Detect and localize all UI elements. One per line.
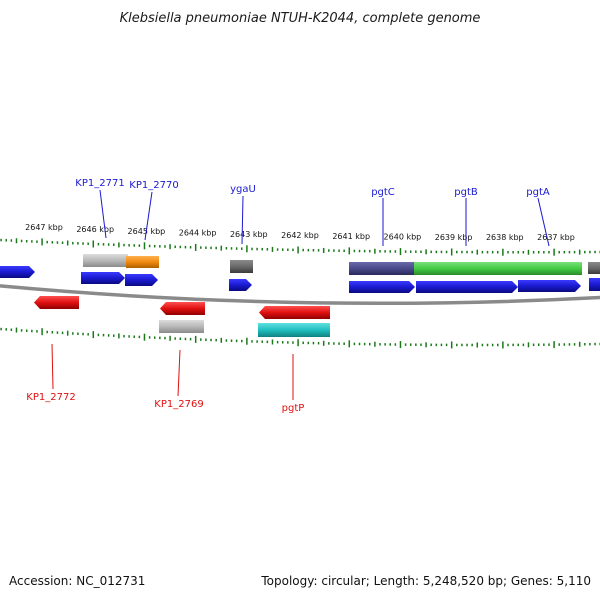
genome-backbone (0, 284, 600, 306)
ruler-label: 2646 kbp (76, 225, 114, 234)
feature-block-dark-grey-edge[interactable] (588, 262, 600, 274)
gene-arrow-forward[interactable] (125, 274, 158, 286)
feature-block-purple[interactable] (349, 262, 416, 275)
gene-label-kp1-2770[interactable]: KP1_2770 (129, 180, 178, 191)
ruler-label: 2642 kbp (281, 231, 319, 240)
gene-arrow-forward[interactable] (518, 280, 581, 292)
forward-gene-track (0, 266, 600, 293)
ruler-label: 2641 kbp (332, 232, 370, 241)
gene-label-kp1-2769[interactable]: KP1_2769 (154, 399, 203, 410)
gene-label-pgtp[interactable]: pgtP (282, 403, 305, 414)
feature-block-green[interactable] (414, 262, 582, 275)
map-title: Klebsiella pneumoniae NTUH-K2044, comple… (120, 11, 481, 26)
gene-arrow-reverse[interactable] (34, 296, 79, 309)
gene-arrow-forward[interactable] (0, 266, 35, 278)
accession-text: Accession: NC_012731 (9, 574, 146, 588)
ruler-label: 2639 kbp (435, 233, 473, 242)
ruler-label: 2640 kbp (384, 233, 422, 242)
feature-block-grey-lower[interactable] (159, 320, 204, 333)
ruler-label: 2638 kbp (486, 233, 524, 242)
reverse-gene-track (34, 296, 330, 337)
ruler-label: 2647 kbp (25, 223, 63, 232)
gene-label-pgtc[interactable]: pgtC (371, 187, 395, 198)
ruler-labels: 2647 kbp 2646 kbp 2645 kbp 2644 kbp 2643 kbp… (25, 223, 575, 242)
gene-label-ygau[interactable]: ygaU (230, 184, 256, 195)
gene-label-pgtb[interactable]: pgtB (454, 187, 478, 198)
genome-summary-text: Topology: circular; Length: 5,248,520 bp… (261, 574, 591, 588)
feature-track-upper (83, 254, 600, 275)
ruler-label: 2643 kbp (230, 230, 268, 239)
ruler-label: 2644 kbp (179, 228, 217, 237)
outer-tick-track (0, 238, 600, 256)
gene-arrow-forward[interactable] (81, 272, 125, 284)
gene-label-pgta[interactable]: pgtA (526, 187, 550, 198)
gene-arrow-reverse[interactable] (259, 306, 330, 319)
ruler-label: 2637 kbp (537, 233, 575, 242)
inner-tick-track (0, 327, 600, 349)
feature-block-grey[interactable] (83, 254, 128, 267)
gene-arrow-forward[interactable] (229, 279, 252, 291)
gene-arrow-forward[interactable] (589, 278, 600, 291)
gene-arrow-forward[interactable] (416, 281, 518, 293)
gene-callouts: KP1_2771 KP1_2770 ygaU pgtC pgtB pgtA KP… (26, 178, 550, 414)
gene-arrow-forward[interactable] (349, 281, 415, 293)
gene-arrow-reverse[interactable] (160, 302, 205, 315)
gene-label-kp1-2772[interactable]: KP1_2772 (26, 392, 75, 403)
gene-label-kp1-2771[interactable]: KP1_2771 (75, 178, 124, 189)
feature-block-orange[interactable] (126, 256, 159, 268)
feature-block-dark-grey[interactable] (230, 260, 253, 273)
feature-block-cyan[interactable] (258, 323, 330, 337)
